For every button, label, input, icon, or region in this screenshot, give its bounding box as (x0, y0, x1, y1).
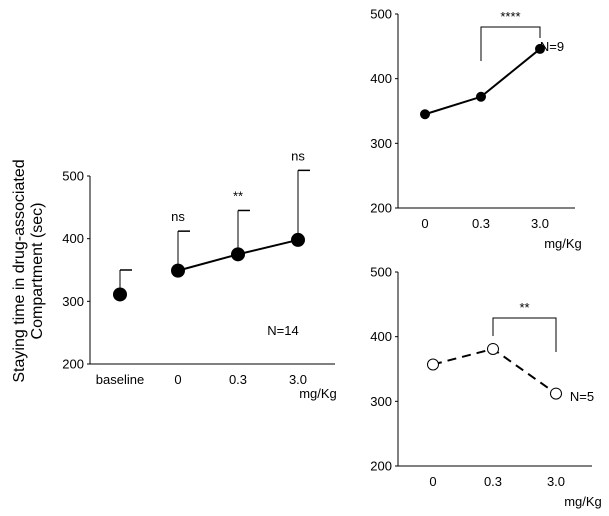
main-panel: 200 300 400 500 baseline 0 0.3 3.0mg/Kg Staying … (11, 148, 337, 401)
significance-label: **** (500, 9, 520, 24)
series-line (424, 48, 541, 116)
x-tick-label: 0.3 (484, 474, 502, 489)
bottom-right-panel: 200 300 400 500 0 0.3 3.0 mg/Kg N=5 ** (370, 265, 601, 510)
significance-bracket (492, 317, 557, 352)
x-tick-label: 0 (421, 216, 428, 231)
sample-size-label: N=14 (267, 323, 298, 338)
y-tick-label: 400 (370, 71, 392, 86)
y-tick-label: 300 (370, 136, 392, 151)
y-tick-label: 400 (370, 329, 392, 344)
y-axis-label-line: Compartment (sec) (29, 203, 46, 340)
data-point (487, 342, 499, 355)
significance-label: ** (233, 188, 243, 203)
x-tick-label: 0 (174, 372, 181, 387)
significance-label: ** (519, 300, 529, 315)
y-tick-label: 200 (370, 201, 392, 216)
data-point (476, 91, 486, 102)
data-point (113, 287, 127, 302)
x-axis-label: mg/Kg (544, 236, 582, 251)
y-tick-label: 300 (62, 294, 84, 309)
data-point (420, 109, 430, 120)
y-tick-label: 200 (62, 357, 84, 372)
data-point (231, 247, 245, 262)
series-line (432, 347, 557, 395)
data-point (427, 358, 439, 371)
x-axis-label: mg/Kg (299, 386, 337, 401)
x-axis-label: mg/Kg (564, 494, 602, 509)
y-tick-label: 400 (62, 231, 84, 246)
significance-bracket (480, 26, 541, 61)
y-tick-label: 500 (62, 169, 84, 184)
x-tick-label: 0 (429, 474, 436, 489)
y-tick-label: 300 (370, 394, 392, 409)
data-point (171, 263, 185, 278)
data-point (550, 387, 562, 400)
sample-size-label: N=9 (540, 39, 564, 54)
y-axis-label-line: Staying time in drug-associated (11, 159, 28, 382)
y-axis-label: Staying time in drug-associatedCompartme… (11, 159, 46, 382)
y-tick-label: 500 (370, 265, 392, 280)
y-tick-label: 200 (370, 459, 392, 474)
top-right-panel: 200 300 400 500 0 0.3 3.0 mg/Kg N=9 **** (370, 7, 581, 252)
x-tick-label: 3.0 (289, 372, 307, 387)
x-tick-label: 3.0 (531, 216, 549, 231)
sample-size-label: N=5 (570, 389, 594, 404)
x-tick-label: 0.3 (229, 372, 247, 387)
significance-label: ns (291, 148, 305, 163)
x-tick-label: 0.3 (472, 216, 490, 231)
data-point (291, 232, 305, 247)
x-tick-label: 3.0 (547, 474, 565, 489)
data-point (535, 43, 545, 54)
significance-label: ns (171, 209, 185, 224)
y-tick-label: 500 (370, 7, 392, 22)
x-tick-label: baseline (96, 372, 144, 387)
